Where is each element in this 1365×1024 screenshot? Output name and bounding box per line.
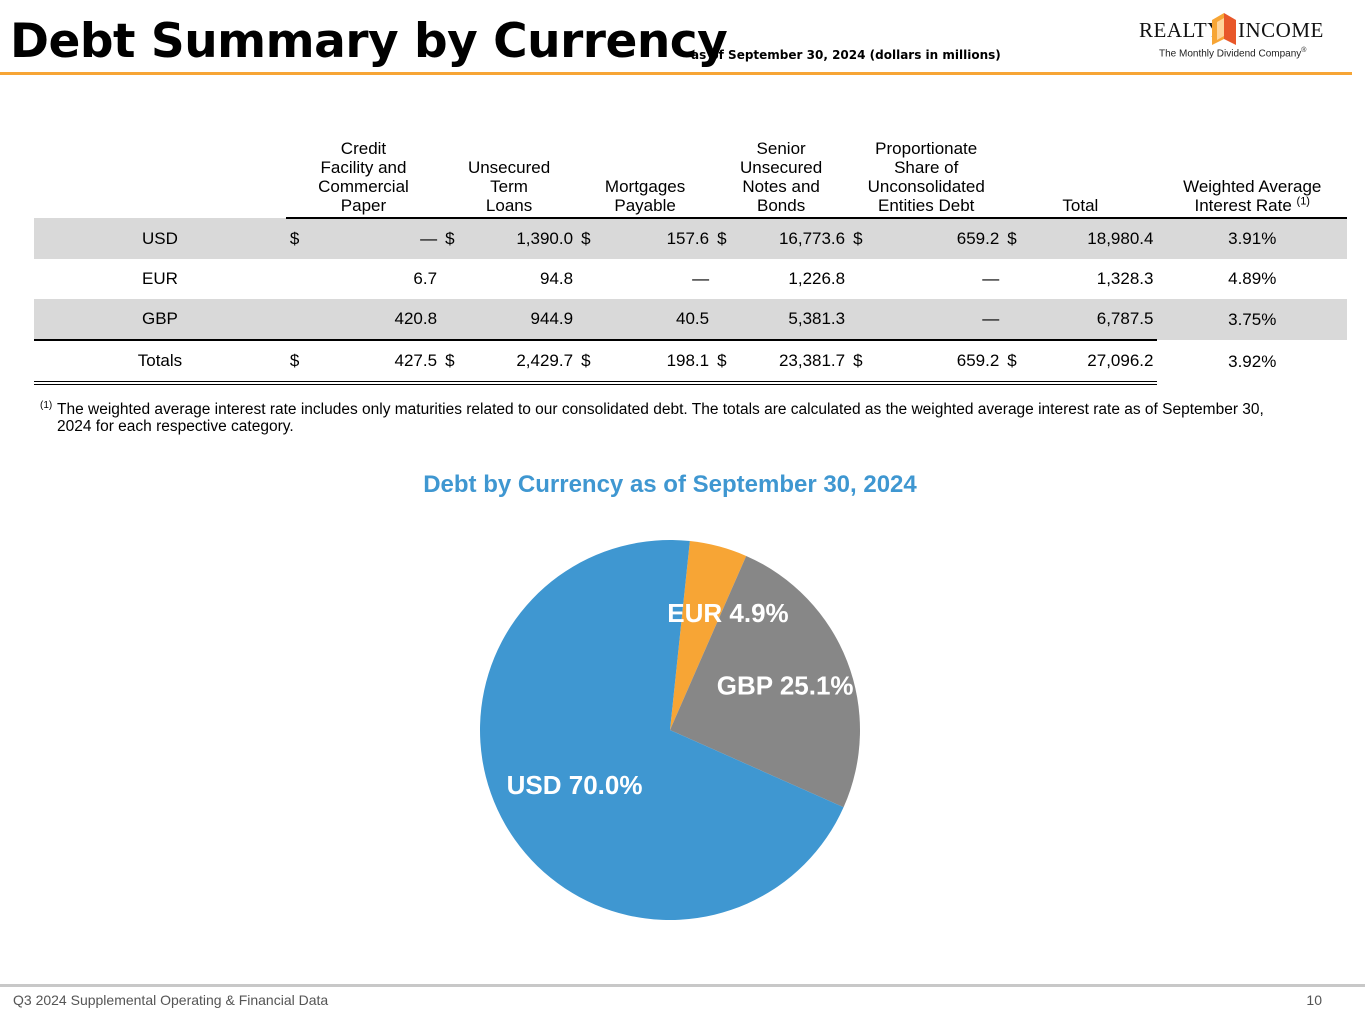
header-total: Total — [1003, 135, 1158, 219]
dollar-sign: $ — [849, 340, 868, 385]
title-rule — [0, 72, 1352, 75]
header-blank — [34, 135, 286, 218]
company-logo: REALTY INCOME The Monthly Dividend Compa… — [1137, 10, 1337, 62]
dollar-sign: $ — [577, 340, 596, 385]
table-row: USD $ — $ 1,390.0 $ 157.6 $ 16,773.6 $ 6… — [34, 218, 1347, 259]
page-title: Debt Summary by Currency — [10, 14, 728, 69]
table-footnote: (1) The weighted average interest rate i… — [40, 399, 1290, 435]
cell-proportionate: 659.2 — [867, 340, 1004, 385]
cell-proportionate: — — [867, 299, 1004, 341]
cell-rate: 4.89% — [1228, 269, 1277, 288]
chart-title: Debt by Currency as of September 30, 202… — [423, 471, 917, 498]
pie-slice-gbp — [670, 555, 860, 808]
cell-notes: 5,381.3 — [731, 299, 850, 341]
logo-word-realty: REALTY — [1139, 18, 1223, 42]
cell-rate: 3.91% — [1157, 218, 1347, 259]
page-number: 10 — [1306, 992, 1322, 1008]
cell-notes: 1,226.8 — [788, 269, 846, 288]
cell-notes: 23,381.7 — [731, 340, 850, 385]
cell-total: 27,096.2 — [1021, 340, 1158, 385]
dollar-sign: $ — [713, 218, 732, 259]
cell-credit: — — [304, 218, 442, 259]
table-header-row: Credit Facility and Commercial Paper Unsecu… — [34, 135, 1347, 219]
cell-mortgages: 198.1 — [595, 340, 714, 385]
cell-proportionate: 659.2 — [867, 218, 1004, 259]
header-term-loans: Unsecured Term Loans — [441, 135, 578, 219]
dollar-sign: $ — [1003, 340, 1022, 385]
cell-rate: 3.92% — [1228, 351, 1277, 371]
footnote-mark: (1) — [1296, 195, 1310, 208]
cell-total: 6,787.5 — [1021, 299, 1158, 341]
page-subtitle: as of September 30, 2024 (dollars in mil… — [691, 48, 1001, 62]
cell-mortgages: 157.6 — [595, 218, 714, 259]
footer-document-title: Q3 2024 Supplemental Operating & Financi… — [13, 992, 329, 1008]
cell-notes: 16,773.6 — [731, 218, 850, 259]
pie-slice-eur — [670, 541, 747, 730]
cell-credit: 427.5 — [304, 340, 442, 385]
cell-term: 94.8 — [539, 269, 574, 288]
dollar-sign: $ — [285, 218, 305, 259]
cell-term: 944.9 — [459, 299, 578, 341]
footer-rule — [0, 984, 1365, 987]
cell-credit: 6.7 — [413, 269, 438, 288]
pie-label-eur: EUR 4.9% — [667, 598, 788, 628]
header-senior-notes: Senior Unsecured Notes and Bonds — [713, 135, 850, 219]
logo-tagline: The Monthly Dividend Company® — [1159, 47, 1307, 60]
cell-total: 18,980.4 — [1021, 218, 1158, 259]
logo-mark-icon — [1212, 13, 1236, 45]
dollar-sign: $ — [849, 218, 868, 259]
header-mortgages: Mortgages Payable — [577, 135, 714, 219]
pie-slice-usd — [480, 540, 844, 920]
cell-mortgages: 40.5 — [595, 299, 714, 341]
header-credit-facility: Credit Facility and Commercial Paper — [285, 135, 442, 219]
row-label: USD — [34, 218, 286, 259]
row-label: GBP — [34, 299, 286, 341]
logo-word-income: INCOME — [1238, 18, 1324, 42]
dollar-sign: $ — [713, 340, 732, 385]
dollar-sign: $ — [1003, 218, 1022, 259]
table-row: GBP 420.8 944.9 40.5 5,381.3 — 6,787.5 3… — [34, 299, 1347, 341]
cell-mortgages: — — [692, 269, 710, 288]
cell-term: 2,429.7 — [459, 340, 578, 385]
pie-chart: EUR 4.9% GBP 25.1% USD 70.0% — [480, 540, 860, 920]
footnote-text: The weighted average interest rate inclu… — [57, 401, 1264, 435]
dollar-sign: $ — [441, 218, 460, 259]
cell-credit: 420.8 — [304, 299, 442, 341]
pie-label-gbp: GBP 25.1% — [717, 670, 854, 700]
footnote-marker: (1) — [40, 399, 53, 411]
pie-label-usd: USD 70.0% — [507, 770, 643, 800]
row-label: EUR — [142, 269, 178, 288]
cell-total: 1,328.3 — [1096, 269, 1154, 288]
row-label: Totals — [34, 340, 286, 385]
debt-table: Credit Facility and Commercial Paper Unsecu… — [34, 135, 1347, 385]
header-proportionate-share: Proportionate Share of Unconsolidated Entit… — [849, 135, 1004, 219]
totals-row: Totals $ 427.5 $ 2,429.7 $ 198.1 $ 23,38… — [34, 340, 1347, 385]
dollar-sign: $ — [285, 340, 305, 385]
table-row: EUR 6.7 94.8 — 1,226.8 — 1,328.3 4.89% — [34, 259, 1347, 299]
dollar-sign: $ — [577, 218, 596, 259]
cell-rate: 3.75% — [1157, 299, 1347, 340]
dollar-sign: $ — [441, 340, 460, 385]
cell-proportionate: — — [982, 269, 1000, 288]
header-weighted-rate: Weighted Average Interest Rate (1) — [1157, 135, 1347, 219]
cell-term: 1,390.0 — [459, 218, 578, 259]
